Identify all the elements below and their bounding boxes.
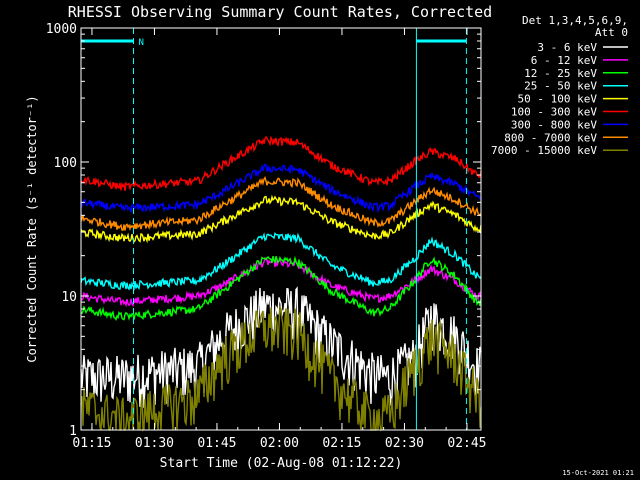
x-tick-label-2: 01:30	[135, 436, 174, 451]
legend-label-8: 800 - 7000 keV	[504, 131, 597, 144]
legend-header-1: Det 1,3,4,5,6,9,	[522, 14, 628, 27]
x-tick-label-7: 02:45	[447, 436, 486, 451]
legend-label-7: 300 - 800 keV	[511, 118, 597, 131]
plot-frame	[80, 27, 482, 431]
series-6	[80, 135, 482, 192]
legend-header-2: Att 0	[595, 26, 628, 39]
legend-label-4: 25 - 50 keV	[524, 80, 597, 93]
series-line-3	[80, 255, 482, 321]
series-7	[80, 163, 482, 214]
legend-label-2: 6 - 12 keV	[531, 54, 598, 67]
x-tick-label-4: 02:00	[260, 436, 299, 451]
y-tick-label-4: 1000	[46, 22, 77, 37]
series-line-2	[80, 256, 482, 308]
marker-bar-label: N	[139, 38, 144, 48]
x-tick-label-6: 02:30	[385, 436, 424, 451]
y-tick-label-1: 1	[69, 424, 77, 439]
series-5	[80, 194, 482, 244]
x-tick-label-5: 02:15	[322, 436, 361, 451]
x-axis-label: Start Time (02-Aug-08 01:12:22)	[160, 456, 403, 471]
y-axis-label: Corrected Count Rate (s⁻¹ detector⁻¹)	[25, 95, 39, 362]
footer-timestamp: 15-Oct-2021 01:21	[562, 469, 634, 477]
y-tick-label-2: 10	[61, 290, 77, 305]
legend-label-3: 12 - 25 keV	[524, 67, 597, 80]
legend-label-5: 50 - 100 keV	[518, 93, 598, 106]
legend-label-1: 3 - 6 keV	[537, 41, 597, 54]
series-line-6	[80, 135, 482, 192]
series-4	[80, 232, 482, 292]
series-2	[80, 256, 482, 308]
series-8	[80, 176, 482, 232]
legend-label-9: 7000 - 15000 keV	[491, 144, 597, 157]
series-3	[80, 255, 482, 321]
series-line-5	[80, 194, 482, 244]
y-tick-label-3: 100	[54, 156, 77, 171]
x-tick-label-3: 01:45	[197, 436, 236, 451]
data-layer	[80, 135, 482, 432]
axis-ticks: 01:15 01:30 01:45 02:00 02:15 02:30 02:45 1 10 10…	[46, 22, 487, 451]
x-tick-label-1: 01:15	[72, 436, 111, 451]
series-line-4	[80, 232, 482, 292]
series-line-8	[80, 176, 482, 232]
legend-label-6: 100 - 300 keV	[511, 106, 597, 119]
chart-title: RHESSI Observing Summary Count Rates, Co…	[68, 3, 492, 21]
series-line-7	[80, 163, 482, 214]
series-9	[80, 304, 482, 432]
series-line-9	[80, 304, 482, 432]
